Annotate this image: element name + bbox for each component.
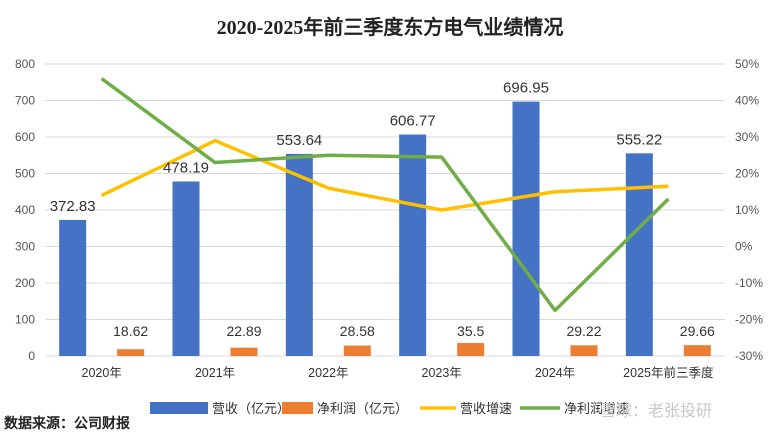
- y-right-tick: -10%: [735, 276, 763, 290]
- watermark: 雪球：老张投研: [600, 402, 712, 420]
- y-left-tick: 300: [15, 240, 35, 254]
- profit-label: 18.62: [113, 323, 148, 339]
- y-left-tick: 800: [15, 57, 35, 71]
- y-left-tick: 400: [15, 203, 35, 217]
- x-tick-label: 2025年前三季度: [623, 365, 714, 380]
- profit-bar: [230, 347, 258, 356]
- y-right-tick: 0%: [735, 240, 753, 254]
- revenue-bar: [172, 181, 200, 356]
- x-tick-label: 2022年: [308, 366, 348, 380]
- profit-label: 28.58: [340, 323, 375, 339]
- profit-bar: [117, 349, 145, 356]
- profit-bar: [457, 343, 485, 356]
- legend-swatch: [150, 402, 208, 414]
- y-left-tick: 200: [15, 276, 35, 290]
- y-right-tick: 40%: [735, 94, 759, 108]
- left-axis: 0 100 200 300 400 500 600 700 800: [15, 57, 35, 363]
- profit-label: 35.5: [457, 323, 484, 339]
- x-tick-label: 2024年: [535, 366, 575, 380]
- y-right-tick: -30%: [735, 349, 763, 363]
- revenue-bar: [59, 219, 87, 356]
- revenue-label: 372.83: [50, 198, 96, 215]
- y-right-tick: 20%: [735, 167, 759, 181]
- y-right-tick: 30%: [735, 130, 759, 144]
- profit-label: 22.89: [226, 323, 261, 339]
- profit-label: 29.22: [566, 323, 601, 339]
- revenue-bar: [285, 153, 313, 356]
- right-axis: -30% -20% -10% 0% 10% 20% 30% 40% 50%: [735, 57, 763, 363]
- revenue-bar: [512, 101, 540, 356]
- legend-label: 营收（亿元）: [212, 401, 290, 416]
- legend: 营收（亿元） 净利润（亿元） 营收增速 净利润增速: [150, 401, 629, 416]
- profit-bar: [570, 345, 598, 356]
- x-tick-label: 2021年: [195, 366, 235, 380]
- data-labels: 372.83 478.19 553.64 606.77 696.95 555.22 18.6…: [50, 80, 715, 339]
- revenue-bar: [625, 153, 653, 356]
- x-tick-label: 2023年: [422, 366, 462, 380]
- revenue-label: 606.77: [390, 113, 436, 130]
- y-right-tick: 50%: [735, 57, 759, 71]
- revenue-bar: [399, 134, 427, 356]
- profit-label: 29.66: [680, 323, 715, 339]
- lines: [100, 77, 670, 313]
- bars: [59, 101, 711, 356]
- profit-growth-line: [100, 77, 670, 313]
- y-left-tick: 700: [15, 94, 35, 108]
- y-right-tick: 10%: [735, 203, 759, 217]
- source-note: 数据来源：公司财报: [4, 415, 130, 431]
- y-left-tick: 100: [15, 313, 35, 327]
- gridlines: [45, 63, 725, 357]
- x-tick-label: 2020年: [82, 366, 122, 380]
- revenue-label: 696.95: [503, 80, 549, 97]
- y-right-tick: -20%: [735, 313, 763, 327]
- x-axis: 2020年 2021年 2022年 2023年 2024年 2025年前三季度: [82, 365, 714, 380]
- profit-bar: [683, 345, 711, 356]
- revenue-label: 553.64: [276, 132, 322, 149]
- revenue-label: 478.19: [163, 159, 209, 176]
- legend-label: 净利润增速: [564, 401, 629, 416]
- y-left-tick: 0: [28, 349, 35, 363]
- y-left-tick: 500: [15, 167, 35, 181]
- legend-swatch: [282, 402, 313, 414]
- legend-label: 净利润（亿元）: [317, 401, 408, 416]
- y-left-tick: 600: [15, 130, 35, 144]
- profit-bar: [343, 345, 371, 356]
- legend-label: 营收增速: [460, 401, 512, 416]
- revenue-label: 555.22: [616, 131, 662, 148]
- chart-title: 2020-2025年前三季度东方电气业绩情况: [217, 15, 564, 39]
